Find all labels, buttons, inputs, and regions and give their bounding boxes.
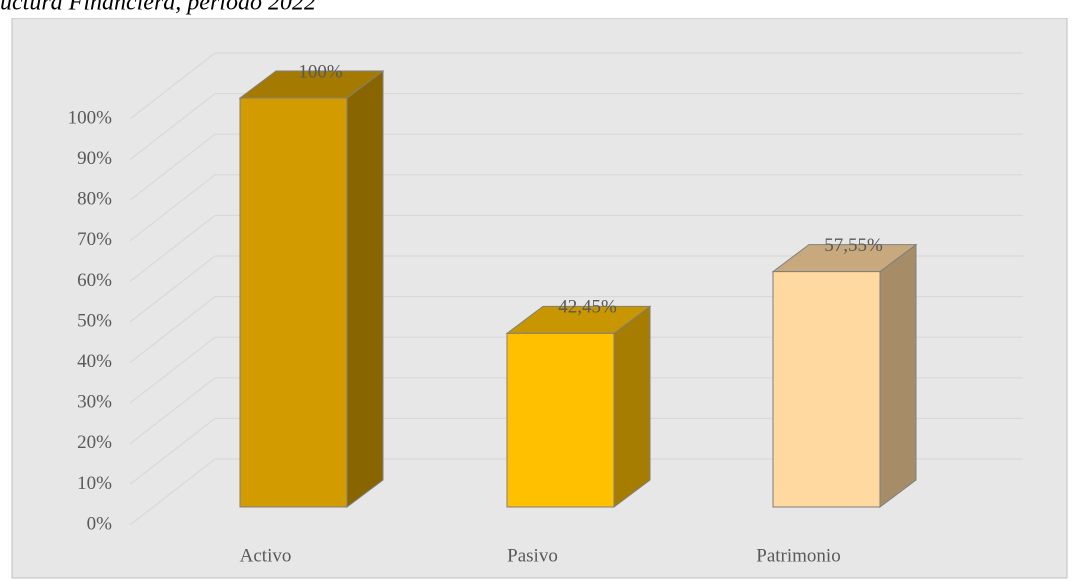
value-label: 100%: [298, 61, 343, 82]
x-tick-label: Activo: [240, 545, 292, 566]
title-band: [0, 0, 1073, 18]
y-tick-label: 0%: [87, 513, 113, 534]
y-tick-label: 70%: [77, 229, 112, 250]
x-tick-label: Pasivo: [507, 545, 558, 566]
grid-line: [129, 174, 216, 242]
bar: [506, 332, 615, 508]
grid-line: [129, 296, 216, 364]
grid-line: [129, 255, 216, 323]
y-tick-label: 20%: [77, 432, 112, 453]
grid-line: [129, 133, 216, 201]
grid-line: [129, 93, 216, 161]
grid-line: [129, 214, 216, 282]
grid-line: [129, 377, 216, 445]
y-tick-label: 10%: [77, 473, 112, 494]
y-tick-label: 90%: [77, 148, 112, 169]
value-label: 42,45%: [558, 297, 617, 318]
y-tick-label: 50%: [77, 310, 112, 331]
grid-line: [129, 417, 216, 485]
y-tick-label: 60%: [77, 270, 112, 291]
y-tick-label: 80%: [77, 189, 112, 210]
y-tick-label: 100%: [68, 107, 113, 128]
grid-line: [129, 52, 216, 120]
grid-line: [129, 336, 216, 404]
bar-side: [879, 243, 917, 508]
chart-title: uctura Financiera, periodo 2022: [0, 0, 316, 16]
value-label: 57,55%: [824, 235, 883, 256]
bar: [239, 97, 348, 508]
x-tick-label: Patrimonio: [756, 545, 840, 566]
bar-side: [346, 70, 384, 508]
bar: [772, 271, 881, 508]
y-tick-label: 40%: [77, 351, 112, 372]
y-tick-label: 30%: [77, 392, 112, 413]
grid-line: [129, 458, 216, 526]
bar-side: [613, 305, 651, 508]
